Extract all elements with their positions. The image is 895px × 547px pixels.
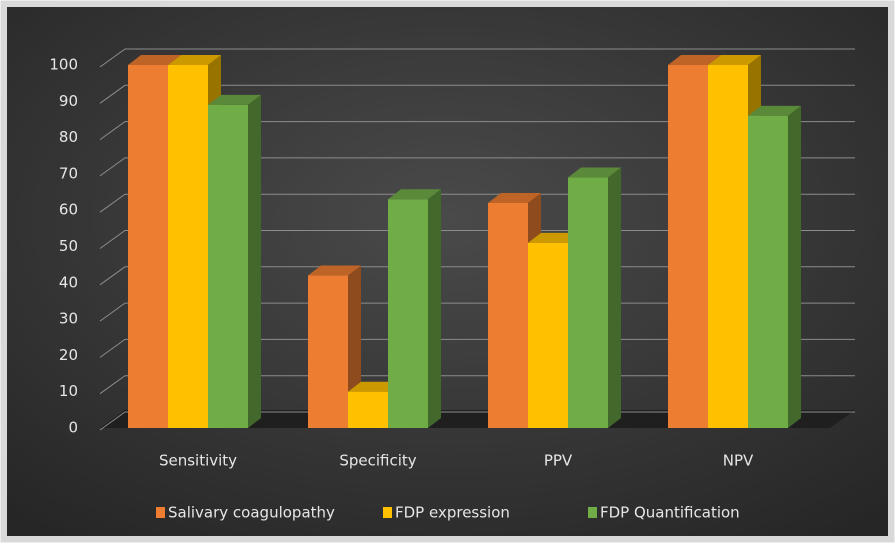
grid-line [99, 157, 855, 177]
y-tick-label: 90 [59, 92, 78, 110]
y-tick-label: 70 [59, 164, 78, 182]
floor [100, 410, 855, 428]
bar [668, 65, 708, 428]
x-tick-label: Sensitivity [159, 452, 237, 470]
x-tick-label: Specificity [339, 452, 416, 470]
y-tick-label: 50 [59, 237, 78, 255]
y-tick-label: 10 [59, 382, 78, 400]
bar [208, 104, 248, 429]
grid-line [99, 48, 855, 68]
bar-top [348, 381, 401, 392]
legend-label: FDP expression [395, 504, 510, 522]
legend-swatch [156, 507, 165, 518]
bar-top [488, 192, 541, 203]
bar-top [308, 265, 361, 276]
bar [528, 242, 568, 428]
legend-label: FDP Quantification [600, 504, 740, 522]
x-tick-label: NPV [723, 452, 754, 470]
bar-top [708, 55, 761, 65]
bar-side [788, 105, 801, 428]
bar [388, 199, 428, 428]
y-tick-label: 30 [59, 310, 78, 328]
bar-side [248, 94, 261, 429]
bar-top [748, 105, 801, 116]
bar [748, 115, 788, 428]
legend-label: Salivary coagulopathy [168, 504, 335, 522]
bar-top [168, 55, 221, 65]
bar [308, 275, 348, 428]
y-tick-label: 20 [59, 346, 78, 364]
bar-top [208, 94, 261, 105]
bar-top [388, 189, 441, 200]
x-tick-label: PPV [544, 452, 573, 470]
grid-line [99, 121, 855, 141]
y-tick-label: 80 [59, 128, 78, 146]
y-tick-label: 100 [49, 56, 78, 74]
bar-top [528, 232, 581, 243]
y-tick-label: 60 [59, 201, 78, 219]
bar [708, 65, 748, 428]
bar-top [128, 55, 181, 65]
bar [168, 65, 208, 428]
legend-swatch [588, 507, 597, 518]
bar [128, 65, 168, 428]
bar [488, 202, 528, 428]
bar [348, 391, 388, 428]
bar [568, 177, 608, 428]
y-tick-label: 0 [68, 419, 78, 437]
legend-swatch [383, 507, 392, 518]
bar-top [668, 55, 721, 65]
grid-line [99, 84, 855, 104]
bar-side [428, 189, 441, 428]
bar-top [568, 167, 621, 178]
bar-side [608, 167, 621, 428]
y-tick-label: 40 [59, 273, 78, 291]
